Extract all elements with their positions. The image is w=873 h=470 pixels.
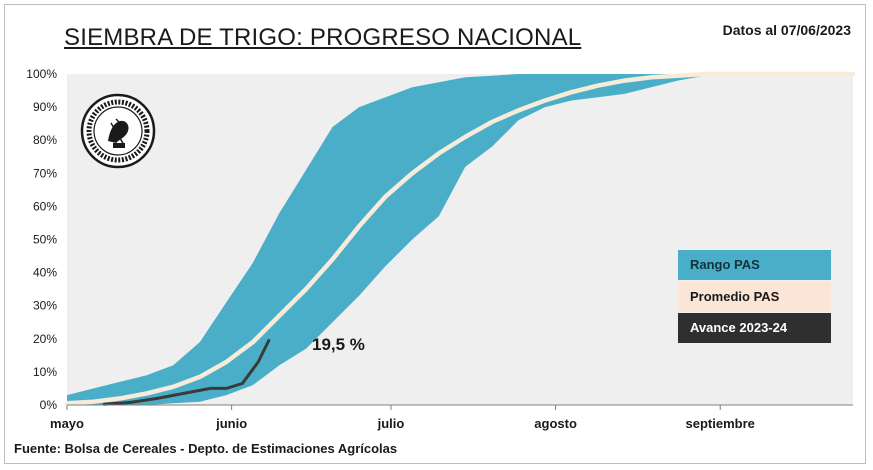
y-tick-label: 30% <box>33 299 57 313</box>
bolsa-de-cereales-seal <box>80 93 156 169</box>
x-tick-label: septiembre <box>686 416 755 431</box>
x-tick-label: mayo <box>50 416 84 431</box>
series-average-line <box>64 71 856 406</box>
y-tick-label: 70% <box>33 166 57 180</box>
y-tick-label: 50% <box>33 233 57 247</box>
x-tick-label: julio <box>377 416 405 431</box>
source-note: Fuente: Bolsa de Cereales - Depto. de Es… <box>14 441 398 456</box>
x-tick-label: junio <box>215 416 247 431</box>
x-tick-label: agosto <box>534 416 577 431</box>
legend-average: Promedio PAS <box>678 282 831 312</box>
legend-current: Avance 2023-24 <box>678 313 831 343</box>
data-date: Datos al 07/06/2023 <box>722 22 851 38</box>
y-tick-label: 100% <box>26 67 57 81</box>
legend-range: Rango PAS <box>678 250 831 280</box>
current-value-label: 19,5 % <box>312 335 365 354</box>
y-tick-label: 90% <box>33 100 57 114</box>
y-tick-label: 10% <box>33 365 57 379</box>
y-tick-label: 80% <box>33 133 57 147</box>
y-tick-label: 60% <box>33 199 57 213</box>
y-tick-label: 40% <box>33 266 57 280</box>
chart-frame <box>4 4 866 464</box>
y-tick-label: 0% <box>40 398 58 412</box>
chart-title: SIEMBRA DE TRIGO: PROGRESO NACIONAL <box>64 24 582 51</box>
y-tick-label: 20% <box>33 332 57 346</box>
series-current-line <box>102 339 271 406</box>
series-range-band <box>67 74 853 405</box>
